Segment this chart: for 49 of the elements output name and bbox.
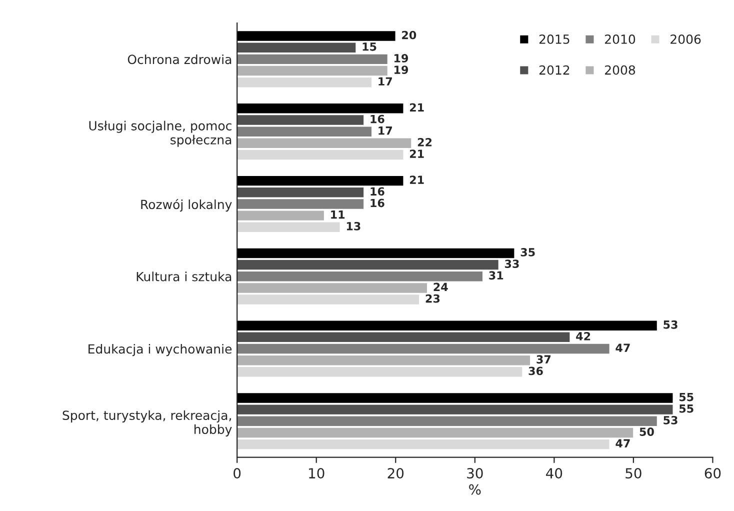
data-label: 55: [679, 392, 694, 402]
y-tick-label: Rozwój lokalny: [141, 198, 232, 212]
data-label: 17: [378, 77, 392, 86]
data-label: 24: [434, 282, 448, 292]
data-label: 42: [576, 332, 590, 340]
x-tick-label: 60: [704, 468, 721, 479]
data-label: 37: [536, 355, 551, 364]
legend-label: 2006: [670, 34, 701, 44]
x-tick-label: 50: [626, 468, 642, 479]
legend-label: 2008: [605, 65, 636, 75]
data-label: 47: [616, 344, 630, 352]
data-label: 21: [410, 176, 424, 184]
x-tick-label: 30: [467, 468, 483, 479]
data-label: 13: [346, 222, 360, 230]
y-tick-label: Ochrona zdrowia: [128, 54, 232, 64]
data-label: 33: [504, 260, 519, 268]
x-tick-label: 20: [388, 468, 404, 479]
data-label: 21: [410, 150, 424, 158]
data-label: 35: [520, 248, 535, 256]
data-label: 23: [426, 294, 440, 303]
data-label: 19: [394, 66, 408, 74]
x-tick-label: 10: [309, 468, 324, 479]
y-tick-label: Usługi socjalne, pomoc społeczna: [89, 120, 232, 147]
x-tick-label: 0: [234, 468, 241, 479]
y-tick-label: Sport, turystyka, rekreacja, hobby: [62, 410, 232, 436]
data-label: 55: [679, 404, 694, 413]
legend-label: 2012: [539, 65, 570, 75]
data-label: 20: [402, 30, 416, 40]
data-label: 16: [370, 187, 384, 196]
data-label: 16: [370, 198, 384, 208]
data-label: 21: [410, 103, 424, 112]
data-label: 47: [616, 439, 630, 448]
data-label: 50: [640, 428, 654, 436]
legend-label: 2010: [605, 34, 636, 44]
data-label: 53: [664, 320, 678, 329]
data-label: 15: [362, 42, 376, 51]
data-label: 31: [489, 271, 504, 280]
data-label: 17: [378, 126, 392, 135]
legend-label: 2015: [539, 34, 570, 44]
data-label: 22: [418, 138, 432, 146]
data-label: 16: [370, 114, 384, 124]
y-tick-label: Edukacja i wychowanie: [88, 344, 232, 356]
data-label: 36: [528, 366, 543, 376]
x-tick-label: 40: [546, 468, 562, 479]
y-tick-label: Kultura i sztuka: [136, 272, 232, 282]
data-label: 53: [664, 416, 678, 424]
data-label: 19: [394, 54, 408, 62]
data-label: 11: [331, 210, 345, 219]
x-axis-title: %: [469, 484, 481, 495]
